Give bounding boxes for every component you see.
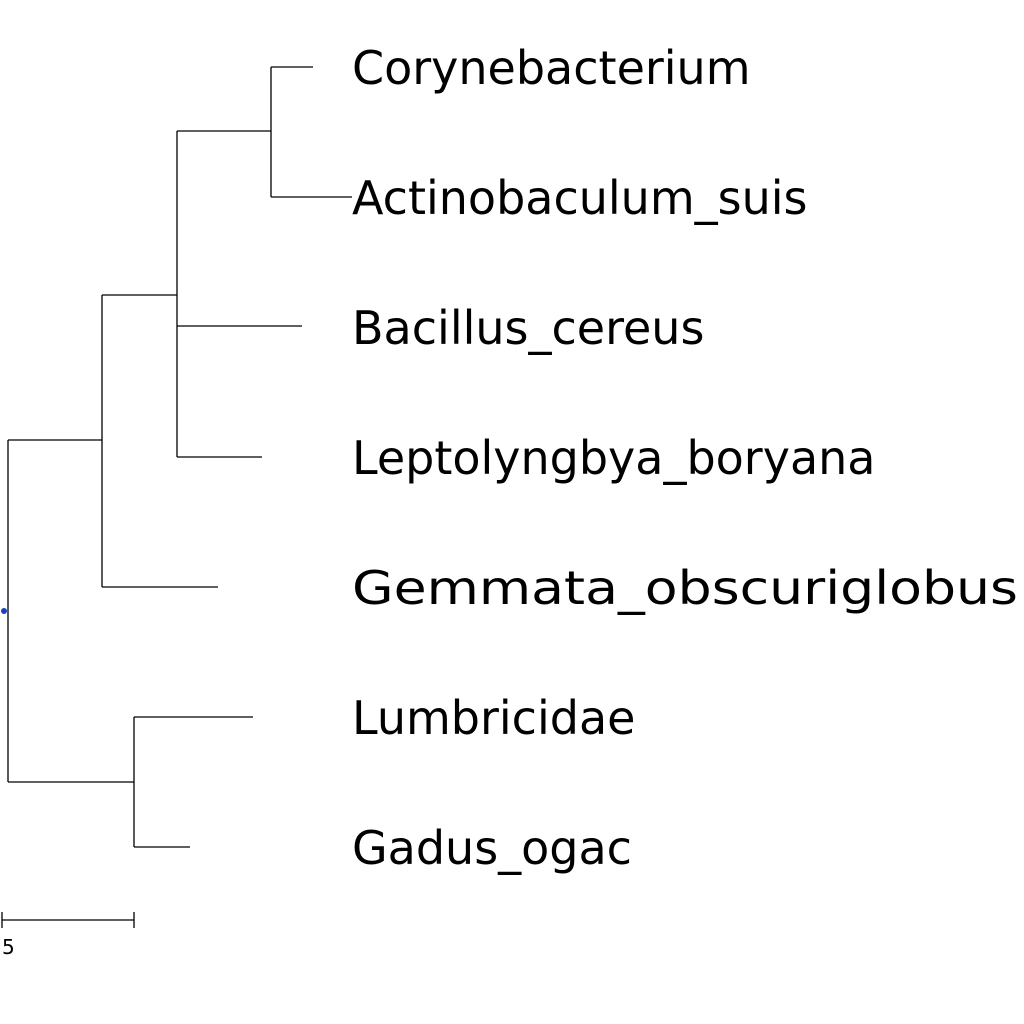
taxon-labels: Corynebacterium Actinobaculum_suis Bacil… bbox=[352, 41, 1018, 875]
taxon-label: Actinobaculum_suis bbox=[352, 171, 808, 225]
scale-bar-label: 5 bbox=[2, 935, 15, 959]
taxon-label: Bacillus_cereus bbox=[352, 301, 704, 355]
scale-bar: 5 bbox=[1, 912, 135, 959]
root-node-marker bbox=[1, 608, 7, 614]
taxon-label: Leptolyngbya_boryana bbox=[352, 431, 875, 485]
tree-branches bbox=[7, 66, 352, 848]
taxon-label: Gemmata_obscuriglobus bbox=[352, 561, 1018, 615]
taxon-label: Gadus_ogac bbox=[352, 821, 632, 875]
taxon-label: Lumbricidae bbox=[352, 691, 635, 745]
taxon-label: Corynebacterium bbox=[352, 41, 751, 95]
scale-bar-line bbox=[1, 912, 135, 928]
